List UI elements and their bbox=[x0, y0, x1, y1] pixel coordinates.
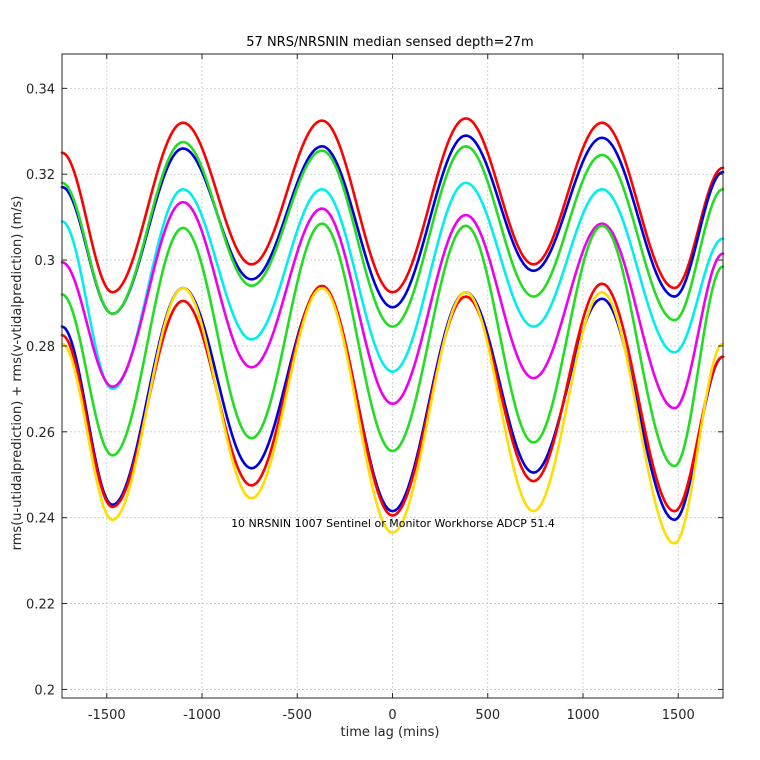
series-line-9 bbox=[60, 286, 725, 545]
x-tick-label: -500 bbox=[282, 708, 312, 723]
y-tick-label: 0.28 bbox=[26, 340, 55, 355]
chart-annotation: 10 NRSNIN 1007 Sentinel or Monitor Workh… bbox=[231, 517, 555, 530]
x-tick-label: 500 bbox=[475, 708, 500, 723]
y-tick-label: 0.2 bbox=[34, 683, 55, 698]
x-tick-label: 1500 bbox=[662, 708, 695, 723]
grid bbox=[62, 54, 723, 698]
x-tick-label: 1000 bbox=[566, 708, 599, 723]
x-tick-label: -1000 bbox=[183, 708, 221, 723]
series-layer bbox=[60, 117, 725, 545]
series-line-5 bbox=[60, 200, 725, 410]
series-line-1 bbox=[60, 117, 725, 294]
y-tick-label: 0.26 bbox=[26, 426, 55, 441]
y-tick-label: 0.22 bbox=[26, 598, 55, 613]
x-tick-label: 0 bbox=[388, 708, 396, 723]
y-axis-title: rms(u-utidalprediction) + rms(v-vtidalpr… bbox=[10, 196, 25, 551]
series-line-2 bbox=[60, 134, 725, 316]
series-line-6 bbox=[60, 222, 725, 468]
series-line-4 bbox=[60, 181, 725, 391]
chart-title: 57 NRS/NRSNIN median sensed depth=27m bbox=[246, 35, 533, 50]
y-tick-label: 0.32 bbox=[26, 168, 55, 183]
y-tick-label: 0.3 bbox=[34, 254, 55, 269]
y-tick-label: 0.24 bbox=[26, 512, 55, 527]
y-tick-label: 0.34 bbox=[26, 82, 55, 97]
x-tick-label: -1500 bbox=[88, 708, 126, 723]
series-line-3 bbox=[60, 140, 725, 328]
series-line-8 bbox=[60, 282, 725, 517]
x-axis-title: time lag (mins) bbox=[341, 725, 440, 740]
axis-ticks: -1500 -1000 -500 0 500 1000 1500 0.2 0.22 0.24 0.2… bbox=[26, 54, 723, 723]
